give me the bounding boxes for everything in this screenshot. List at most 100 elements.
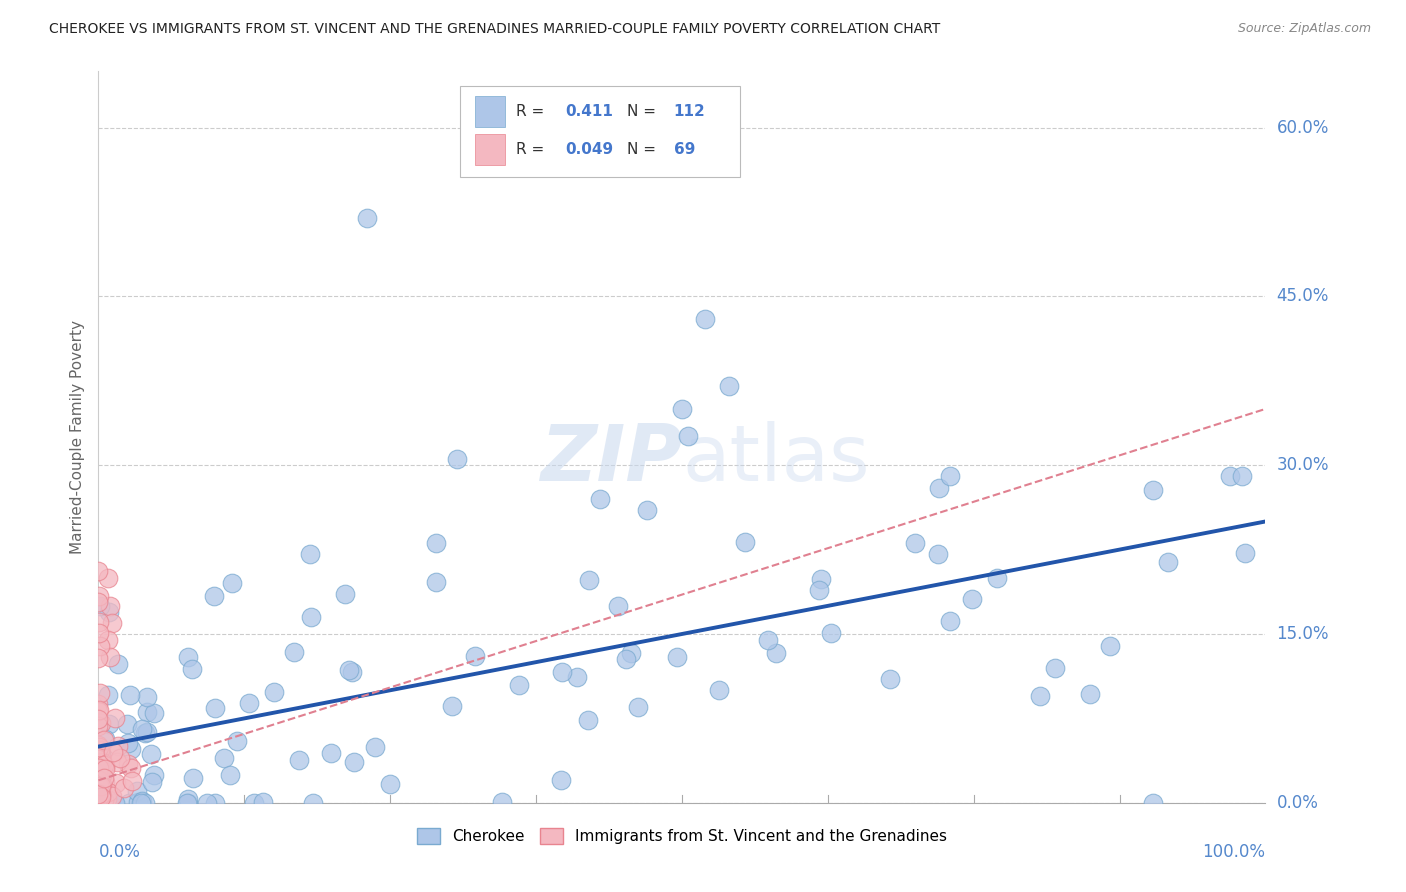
Point xyxy=(810,572,832,586)
Point xyxy=(87,779,110,793)
Point xyxy=(1029,690,1052,704)
Point xyxy=(87,755,110,769)
Point xyxy=(1219,469,1241,483)
Point xyxy=(87,738,110,752)
Point xyxy=(89,773,111,788)
Text: 0.0%: 0.0% xyxy=(98,843,141,861)
Text: 30.0%: 30.0% xyxy=(1277,456,1329,475)
Point xyxy=(176,796,198,810)
Text: 100.0%: 100.0% xyxy=(1202,843,1265,861)
Point xyxy=(93,733,115,747)
Point xyxy=(134,726,156,740)
Bar xyxy=(475,135,505,165)
Point xyxy=(94,732,117,747)
Point xyxy=(135,705,157,719)
Point xyxy=(565,670,588,684)
Point xyxy=(928,481,950,495)
Text: ZIP: ZIP xyxy=(540,421,682,497)
Point xyxy=(1142,796,1164,810)
Point xyxy=(97,571,120,585)
Point xyxy=(299,547,322,561)
Point xyxy=(1157,555,1180,569)
Point xyxy=(551,665,574,679)
Point xyxy=(550,772,572,787)
Point xyxy=(620,647,643,661)
Point xyxy=(90,748,112,763)
Point xyxy=(96,792,118,806)
Legend: Cherokee, Immigrants from St. Vincent and the Grenadines: Cherokee, Immigrants from St. Vincent an… xyxy=(411,822,953,850)
Point xyxy=(939,469,962,483)
Point xyxy=(904,535,927,549)
Point xyxy=(717,379,740,393)
Text: CHEROKEE VS IMMIGRANTS FROM ST. VINCENT AND THE GRENADINES MARRIED-COUPLE FAMILY: CHEROKEE VS IMMIGRANTS FROM ST. VINCENT … xyxy=(49,22,941,37)
Point xyxy=(107,657,129,671)
Point xyxy=(134,796,156,810)
Point xyxy=(87,761,110,775)
Point xyxy=(90,779,112,793)
Text: 0.411: 0.411 xyxy=(565,104,613,120)
Point xyxy=(87,719,110,733)
Point xyxy=(960,591,983,606)
Point xyxy=(87,704,110,718)
Point xyxy=(112,780,135,795)
Point xyxy=(219,768,242,782)
Point xyxy=(87,794,110,808)
Point xyxy=(90,764,112,778)
Point xyxy=(98,606,121,620)
Point xyxy=(464,648,486,663)
Point xyxy=(90,787,112,801)
Point xyxy=(117,736,139,750)
Point xyxy=(93,771,115,785)
Point xyxy=(263,684,285,698)
Point xyxy=(97,689,120,703)
Point xyxy=(636,503,658,517)
Point xyxy=(808,582,831,597)
Point xyxy=(87,780,110,795)
Text: 45.0%: 45.0% xyxy=(1277,287,1329,305)
Point xyxy=(135,725,157,739)
Point xyxy=(820,626,842,640)
Point xyxy=(87,782,110,797)
Point xyxy=(927,547,949,561)
Point xyxy=(139,747,162,761)
Text: N =: N = xyxy=(627,142,657,157)
Point xyxy=(734,535,756,549)
Point xyxy=(98,717,121,731)
Point xyxy=(343,755,366,769)
Text: 112: 112 xyxy=(673,104,706,120)
Point xyxy=(364,739,387,754)
Text: R =: R = xyxy=(516,104,544,120)
Point xyxy=(90,796,112,810)
Point xyxy=(356,211,378,225)
Point xyxy=(589,491,612,506)
Point xyxy=(87,564,110,578)
Point xyxy=(627,700,650,714)
Point xyxy=(87,651,110,665)
Point xyxy=(177,796,200,810)
Point xyxy=(89,599,111,614)
Point xyxy=(89,625,111,640)
Point xyxy=(94,762,117,776)
Point xyxy=(125,784,148,798)
Point xyxy=(120,688,142,702)
Point xyxy=(97,632,120,647)
Point xyxy=(101,745,124,759)
Point xyxy=(90,789,112,804)
Point xyxy=(98,649,121,664)
Point xyxy=(765,646,787,660)
Point xyxy=(87,615,110,629)
Point xyxy=(695,312,717,326)
Point xyxy=(141,774,163,789)
Point xyxy=(91,768,114,782)
Point xyxy=(91,753,114,767)
Point xyxy=(89,702,111,716)
Point xyxy=(131,723,153,737)
Point xyxy=(243,796,266,810)
Point xyxy=(614,652,637,666)
Point xyxy=(508,678,530,692)
Point xyxy=(283,645,305,659)
Point xyxy=(127,795,149,809)
Point xyxy=(115,716,138,731)
Point xyxy=(380,777,402,791)
Point xyxy=(90,746,112,760)
